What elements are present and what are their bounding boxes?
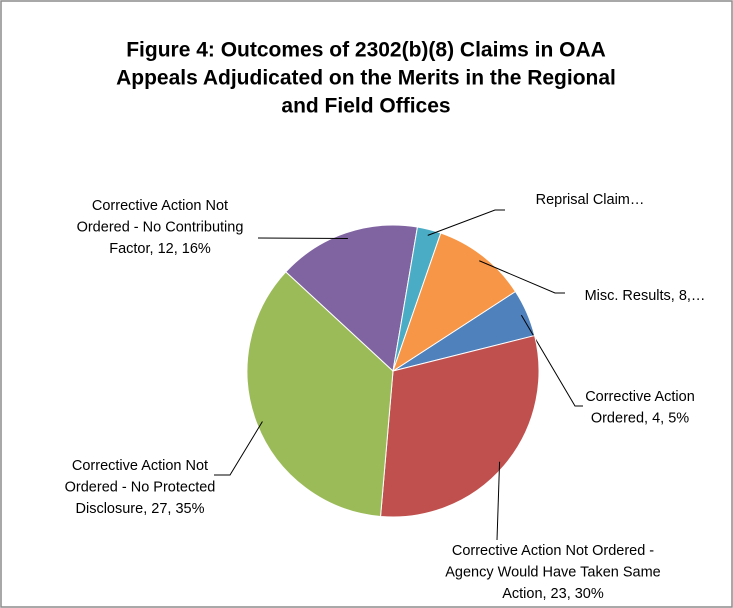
data-label: Corrective Action [585,389,695,405]
data-label: Factor, 12, 16% [109,241,211,257]
pie-slice [380,334,540,518]
data-label: Ordered - No Protected [65,479,216,495]
data-label: Action, 23, 30% [502,586,604,602]
data-label: Corrective Action Not [92,198,228,214]
leader-line [479,260,565,294]
leader-line [520,314,583,407]
data-label: Corrective Action Not [72,458,208,474]
pie-slice [246,271,394,518]
data-label: Ordered, 4, 5% [591,410,689,426]
data-label: Corrective Action Not Ordered - [452,543,654,559]
data-label: Reprisal Claim… [536,192,645,208]
chart-title: Appeals Adjudicated on the Merits in the… [116,67,616,90]
data-label: Ordered - No Contributing [77,219,244,235]
data-label: Misc. Results, 8,… [585,288,706,304]
data-label: Agency Would Have Taken Same [445,564,660,580]
leader-line [427,209,505,236]
pie-slice [285,224,419,372]
chart-title: Figure 4: Outcomes of 2302(b)(8) Claims … [126,39,606,62]
leader-line [496,461,501,541]
pie-slice [392,232,517,373]
chart-title: and Field Offices [281,95,450,118]
data-label: Disclosure, 27, 35% [76,501,205,517]
leader-line [214,421,263,476]
